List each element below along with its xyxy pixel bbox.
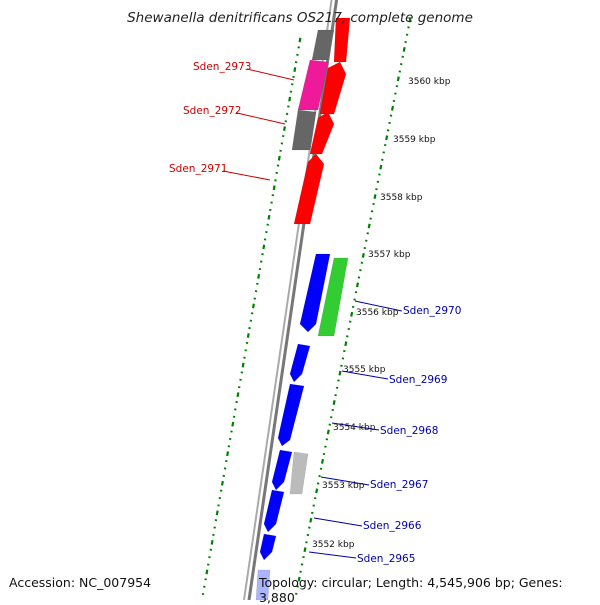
gene-label: Sden_2966 (363, 520, 422, 532)
inner-ring-dot (243, 363, 244, 367)
inner-ring-dot (232, 422, 233, 426)
accession-text: Accession: NC_007954 (9, 575, 151, 590)
scale-tick-label: 3559 kbp (393, 135, 436, 145)
outer-ring-dot (345, 341, 346, 345)
inner-ring-dot (212, 540, 213, 544)
outer-ring-dot (334, 400, 335, 404)
inner-ring-dot (274, 186, 275, 190)
gene-arrow-reverse (290, 344, 310, 382)
label-leader-line (237, 113, 285, 124)
scale-tick-label: 3560 kbp (408, 77, 451, 87)
scale-tick-label: 3552 kbp (312, 540, 355, 550)
gene-arrow-forward (294, 154, 324, 224)
gene-arrow-reverse (264, 490, 284, 532)
outer-ring-dot (322, 459, 323, 463)
outer-ring-dot (316, 489, 317, 493)
outer-ring-dot (363, 253, 364, 257)
outer-ring-dot (369, 224, 370, 228)
map-title: Shewanella denitrificans OS217, complete… (0, 10, 600, 26)
scale-tick-label: 3555 kbp (343, 365, 386, 375)
genome-backbone (244, 0, 338, 600)
inner-ring-dot (227, 451, 228, 455)
inner-ring-dot (279, 156, 280, 160)
inner-ring-dot (269, 215, 270, 219)
topology-text: Topology: circular; Length: 4,545,906 bp… (259, 575, 600, 605)
outer-ring-dot (375, 194, 376, 198)
outer-ring-dot (340, 371, 341, 375)
gene-label: Sden_2973 (193, 61, 251, 73)
scale-tick-label: 3553 kbp (322, 481, 365, 491)
outer-ring-dot (357, 283, 358, 287)
inner-ring-dot (284, 126, 285, 130)
inner-ring-dot (263, 245, 264, 249)
gene-arrow-reverse (260, 534, 276, 560)
inner-ring-dot (207, 570, 208, 574)
outer-ring-dot (386, 136, 387, 140)
inner-ring-dot (253, 304, 254, 308)
gene-label: Sden_2970 (403, 305, 461, 317)
inner-ring-dot (294, 67, 295, 71)
gene-label: Sden_2969 (389, 374, 447, 386)
gene-arrow-reverse (278, 384, 304, 446)
gene-arrow-lightgrey (290, 452, 308, 494)
scale-tick-label: 3557 kbp (368, 250, 411, 260)
outer-ring-dot (351, 312, 352, 316)
gene-label: Sden_2971 (169, 163, 227, 175)
gene-arrow-grey-top (312, 30, 334, 60)
inner-ring-dot (238, 392, 239, 396)
gene-label: Sden_2967 (370, 479, 428, 491)
inner-ring-dot (300, 38, 301, 42)
gene-arrow-reverse (272, 450, 292, 490)
inner-ring-dot (222, 481, 223, 485)
inner-ring-dot (258, 274, 259, 278)
label-leader-line (314, 518, 362, 526)
inner-ring-dot (217, 511, 218, 515)
scale-tick-label: 3556 kbp (356, 308, 399, 318)
gene-label: Sden_2972 (183, 105, 241, 117)
gene-label: Sden_2968 (380, 425, 438, 437)
outer-ring-dot (305, 547, 306, 551)
gene-track (256, 18, 350, 600)
scale-tick-label: 3558 kbp (380, 193, 423, 203)
outer-ring-dot (310, 518, 311, 522)
label-leader-line (247, 69, 294, 80)
inner-ring-dot (248, 333, 249, 337)
outer-ring-dot (398, 77, 399, 81)
inner-ring-dot (289, 97, 290, 101)
label-leader-line (223, 171, 270, 180)
outer-ring-dot (380, 165, 381, 169)
outer-ring-dot (392, 106, 393, 110)
scale-tick-label: 3554 kbp (333, 423, 376, 433)
label-leader-line (309, 552, 356, 558)
outer-ring-dot (404, 47, 405, 51)
outer-ring-dot (328, 430, 329, 434)
gene-label: Sden_2965 (357, 553, 415, 565)
